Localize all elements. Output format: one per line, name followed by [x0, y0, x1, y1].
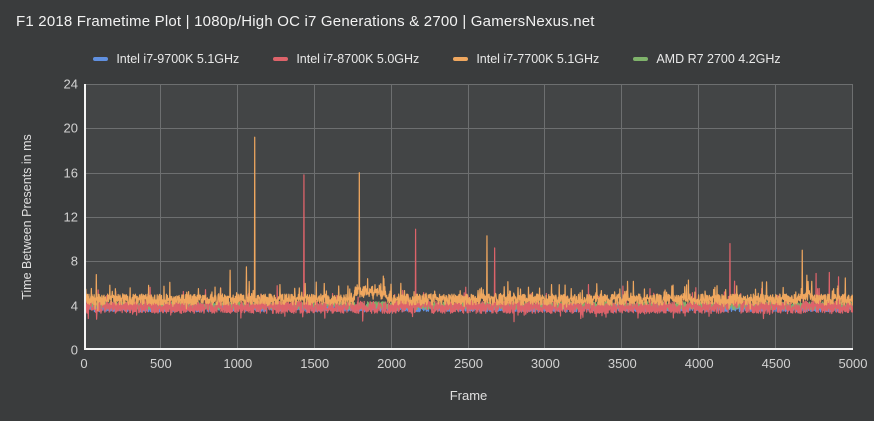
legend-label: AMD R7 2700 4.2GHz — [656, 52, 781, 66]
legend: Intel i7-9700K 5.1GHz Intel i7-8700K 5.0G… — [0, 50, 874, 68]
x-tick-label: 5000 — [838, 356, 868, 371]
legend-item-1: Intel i7-9700K 5.1GHz — [93, 52, 239, 66]
legend-swatch — [273, 57, 289, 61]
x-tick-label: 4500 — [761, 356, 791, 371]
x-axis-title: Frame — [449, 388, 488, 403]
x-tick-label: 3500 — [607, 356, 637, 371]
y-tick-label: 24 — [63, 76, 78, 92]
legend-label: Intel i7-7700K 5.1GHz — [476, 52, 600, 66]
x-tick-label: 500 — [150, 356, 172, 371]
legend-swatch — [93, 57, 109, 61]
y-tick-label: 20 — [63, 120, 78, 136]
y-tick-label: 4 — [70, 298, 78, 314]
legend-item-3: Intel i7-7700K 5.1GHz — [453, 52, 599, 66]
x-tick-label: 1500 — [300, 356, 330, 371]
x-tick-label: 2000 — [377, 356, 407, 371]
legend-swatch — [453, 57, 469, 61]
x-tick-label: 0 — [80, 356, 88, 371]
legend-item-4: AMD R7 2700 4.2GHz — [633, 52, 781, 66]
chart-title: F1 2018 Frametime Plot | 1080p/High OC i… — [16, 13, 595, 30]
y-tick-label: 8 — [70, 253, 78, 269]
plot-canvas — [84, 84, 853, 350]
x-tick-label: 2500 — [454, 356, 483, 371]
x-tick-label: 4000 — [684, 356, 714, 371]
y-tick-label: 16 — [63, 165, 78, 181]
legend-label: Intel i7-9700K 5.1GHz — [116, 52, 240, 66]
legend-swatch — [633, 57, 649, 61]
x-tick-label: 3000 — [530, 356, 560, 371]
legend-item-2: Intel i7-8700K 5.0GHz — [273, 52, 419, 66]
y-tick-label: 12 — [63, 209, 78, 225]
legend-label: Intel i7-8700K 5.0GHz — [296, 52, 420, 66]
x-tick-label: 1000 — [223, 356, 253, 371]
y-tick-label: 0 — [70, 342, 78, 358]
